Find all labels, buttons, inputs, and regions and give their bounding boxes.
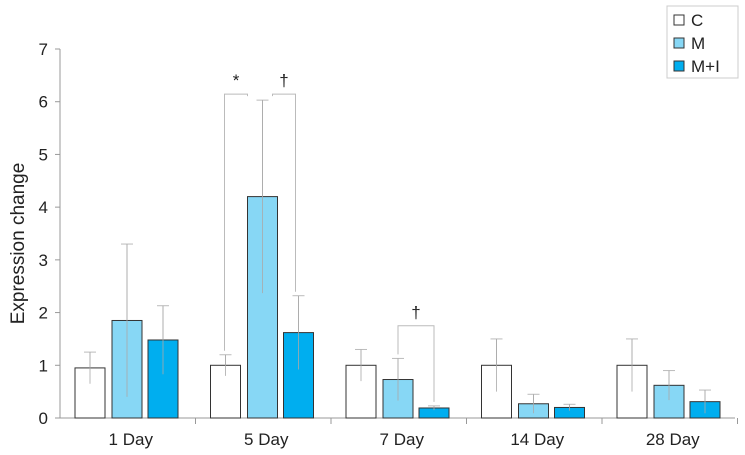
significance-bracket (397, 325, 435, 402)
x-tick-label: 14 Day (510, 430, 564, 449)
y-axis-label: Expression change (8, 163, 29, 325)
legend-swatch (673, 60, 685, 72)
y-tick-label: 0 (39, 409, 48, 428)
x-tick-label: 5 Day (244, 430, 289, 449)
significance-bracket (272, 93, 296, 292)
legend-label: C (691, 11, 703, 30)
y-tick-label: 5 (39, 145, 48, 164)
significance-marker: * (233, 71, 240, 90)
y-tick-label: 6 (39, 93, 48, 112)
x-tick-label: 1 Day (109, 430, 154, 449)
x-tick-label: 7 Day (380, 430, 425, 449)
significance-marker: † (411, 303, 420, 322)
legend-label: M (691, 34, 705, 53)
y-tick-label: 4 (39, 198, 48, 217)
y-tick-label: 2 (39, 304, 48, 323)
y-tick-label: 1 (39, 356, 48, 375)
legend-swatch (673, 14, 685, 26)
significance-bracket (224, 93, 248, 351)
legend-swatch (673, 37, 685, 49)
bar-m-4 (653, 384, 685, 419)
significance-marker: † (279, 71, 288, 90)
legend-label: M+I (691, 57, 720, 76)
x-tick-label: 28 Day (646, 430, 700, 449)
y-tick-label: 3 (39, 251, 48, 270)
y-tick-label: 7 (39, 40, 48, 59)
